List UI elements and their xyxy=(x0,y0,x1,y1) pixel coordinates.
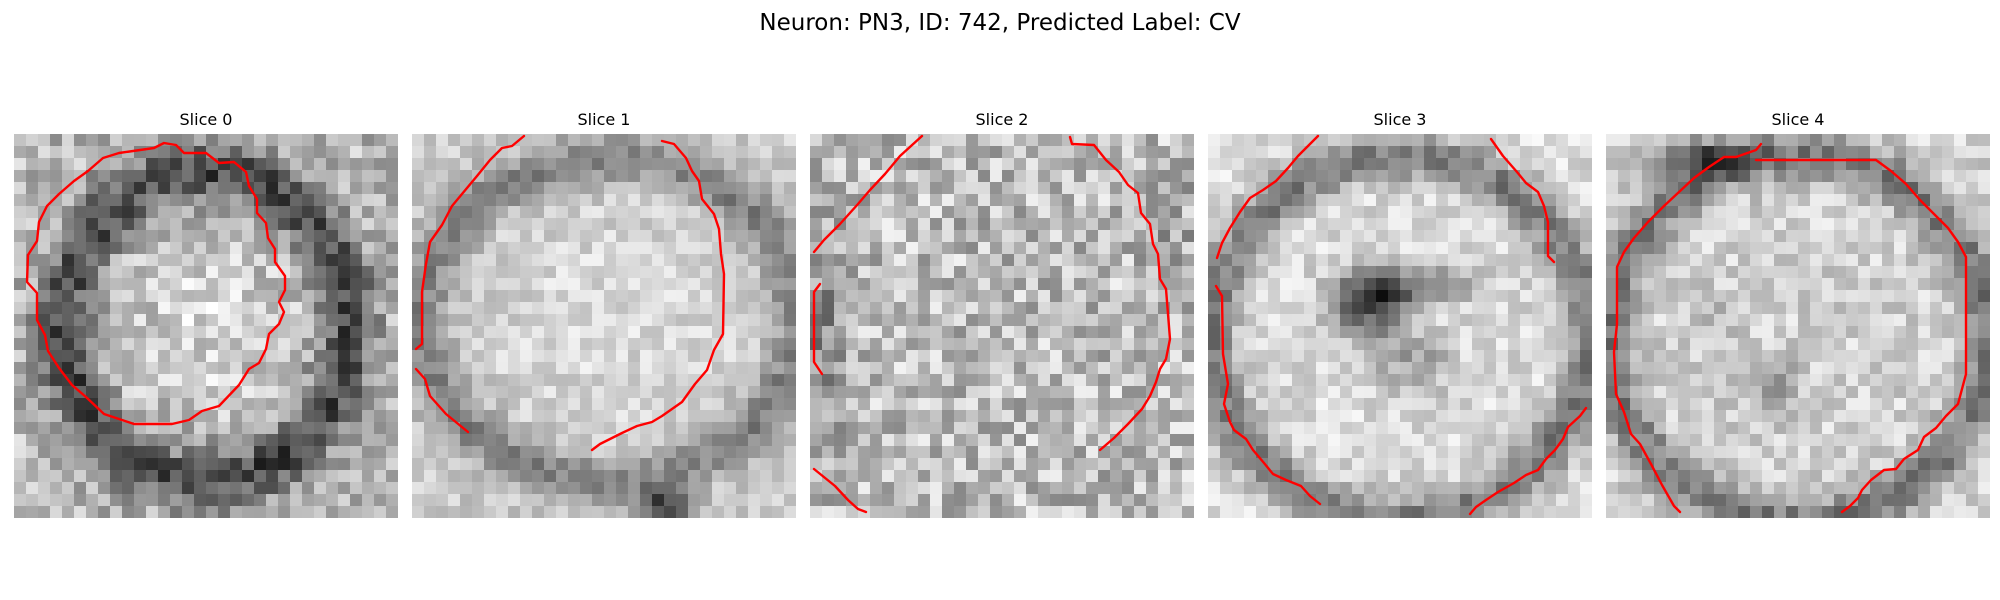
contour-line-3-3 xyxy=(1468,406,1588,516)
contour-line-1-1 xyxy=(590,139,726,452)
contour-line-3-1 xyxy=(1489,137,1556,264)
slice-title-2: Slice 2 xyxy=(975,110,1029,129)
contour-line-0-0 xyxy=(25,141,287,426)
slice-panel-3: Slice 3 xyxy=(1208,110,1592,520)
contour-line-3-2 xyxy=(1214,284,1322,506)
slice-image-2 xyxy=(810,134,1194,518)
contour-line-4-1 xyxy=(1754,158,1968,514)
slice-image-3 xyxy=(1208,134,1592,518)
contour-line-1-0 xyxy=(414,134,526,351)
slice-title-0: Slice 0 xyxy=(179,110,233,129)
slice-image-0 xyxy=(14,134,398,518)
slice-title-3: Slice 3 xyxy=(1373,110,1427,129)
slice-pixels-2 xyxy=(810,134,1194,518)
slice-pixels-0 xyxy=(14,134,398,518)
contour-group-4 xyxy=(1612,142,1968,514)
slice-panel-0: Slice 0 xyxy=(14,110,398,520)
contour-line-4-0 xyxy=(1612,142,1763,514)
slice-pixels-1 xyxy=(412,134,796,518)
slice-title-4: Slice 4 xyxy=(1771,110,1825,129)
contour-line-3-0 xyxy=(1215,134,1320,260)
contour-group-1 xyxy=(414,134,726,452)
slice-image-1 xyxy=(412,134,796,518)
slice-pixels-3 xyxy=(1208,134,1592,518)
slice-image-4 xyxy=(1606,134,1990,518)
contour-group-0 xyxy=(25,141,287,426)
contour-line-2-0 xyxy=(812,134,924,254)
slice-panel-1: Slice 1 xyxy=(412,110,796,520)
contour-line-2-1 xyxy=(1068,135,1172,452)
contour-line-2-3 xyxy=(812,467,868,514)
slice-panel-4: Slice 4 xyxy=(1606,110,1990,520)
contour-group-2 xyxy=(812,134,1172,514)
contour-line-1-2 xyxy=(414,367,470,434)
contour-line-2-2 xyxy=(812,282,824,376)
slice-title-1: Slice 1 xyxy=(577,110,631,129)
contour-group-3 xyxy=(1214,134,1588,516)
slice-pixels-4 xyxy=(1606,134,1990,518)
figure-title: Neuron: PN3, ID: 742, Predicted Label: C… xyxy=(759,10,1241,36)
slice-panel-2: Slice 2 xyxy=(810,110,1194,520)
